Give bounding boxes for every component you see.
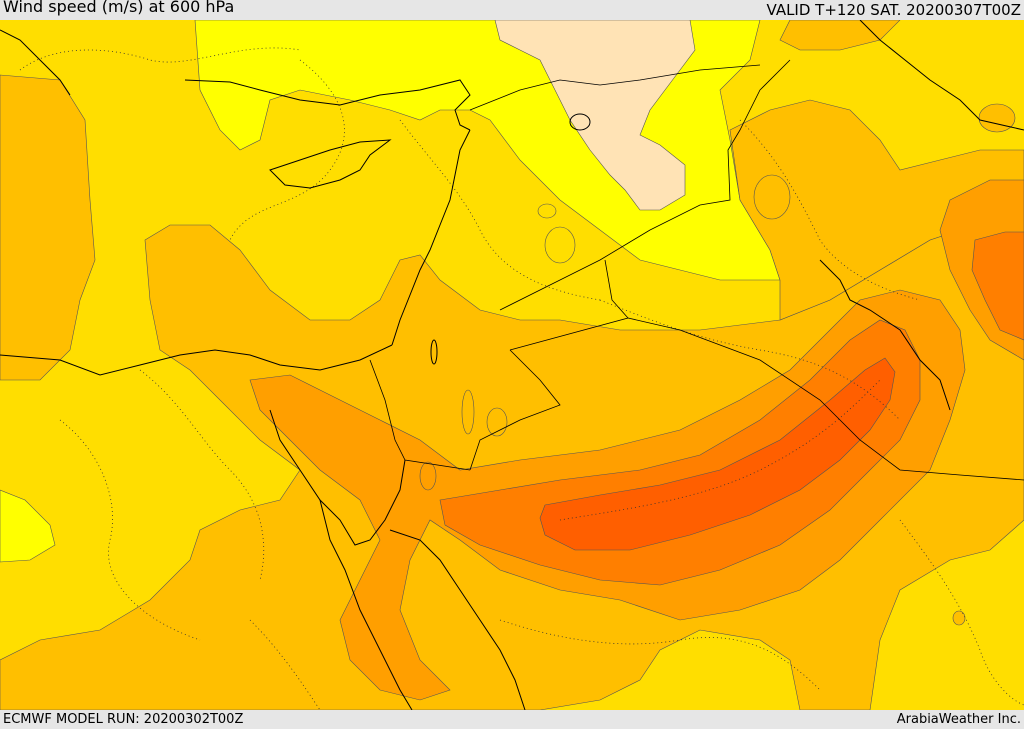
map-canvas — [0, 20, 1024, 710]
field-level-4-west — [0, 74, 96, 381]
model-run: ECMWF MODEL RUN: 20200302T00Z — [3, 712, 244, 727]
lake-north — [569, 113, 591, 131]
field-level-1 — [494, 20, 696, 211]
field-level-4-northeast — [729, 99, 1024, 321]
dead-sea — [430, 339, 438, 365]
cyprus — [269, 139, 392, 189]
dotted-contours — [19, 47, 1024, 710]
field-patch — [544, 226, 576, 264]
map-header: Wind speed (m/s) at 600 hPa VALID T+120 … — [0, 0, 1024, 20]
field-level-7 — [539, 357, 896, 551]
valid-time: VALID T+120 SAT. 20200307T00Z — [766, 1, 1021, 19]
map-footer: ECMWF MODEL RUN: 20200302T00Z ArabiaWeat… — [0, 710, 1024, 729]
field-level-4-top-right — [779, 20, 901, 51]
field-level-2-west — [0, 489, 56, 563]
credit: ArabiaWeather Inc. — [896, 712, 1021, 727]
field-patch — [753, 174, 791, 220]
coastlines — [0, 20, 1024, 710]
map-title: Wind speed (m/s) at 600 hPa — [3, 0, 235, 16]
borders — [369, 59, 1024, 481]
field-patch — [537, 203, 557, 219]
field-patch — [461, 389, 475, 435]
field-patch — [952, 610, 966, 626]
field-patch — [978, 103, 1016, 133]
field-level-6-right — [971, 231, 1024, 341]
wind-speed-map — [0, 20, 1024, 710]
field-patch — [419, 461, 437, 491]
